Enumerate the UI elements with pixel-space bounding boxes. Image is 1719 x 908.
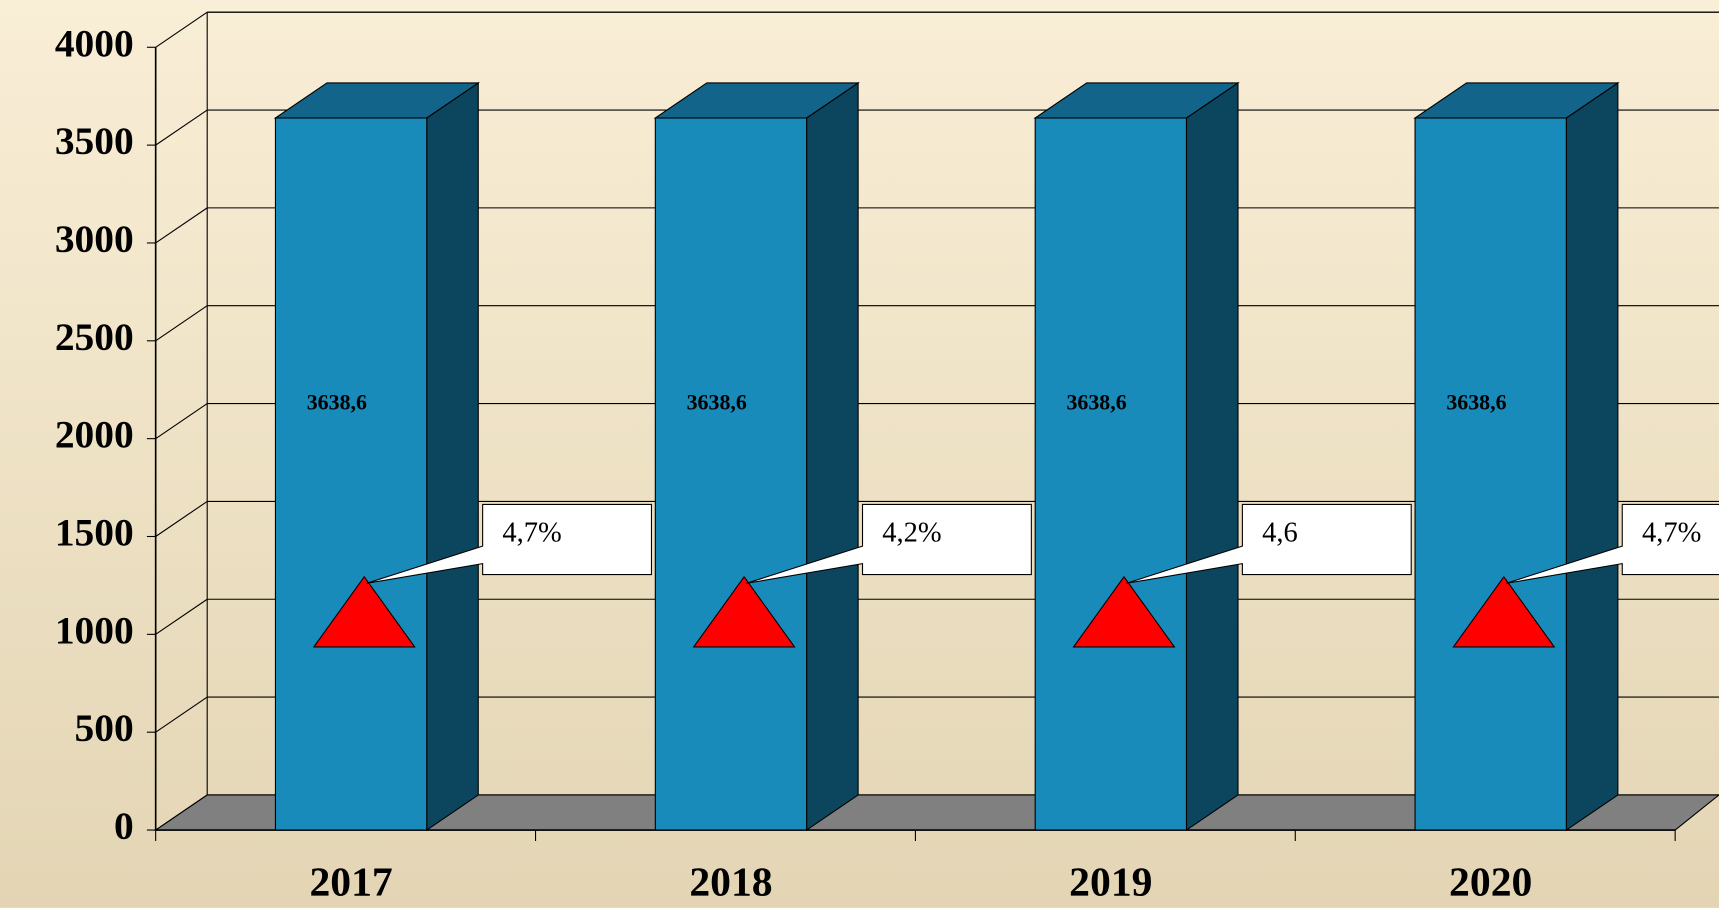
bar (654, 117, 808, 831)
y-tick-label: 4000 (55, 21, 134, 65)
grid-line (155, 207, 208, 244)
callout (366, 503, 653, 584)
grid-line (155, 500, 208, 537)
grid-line (155, 305, 208, 342)
bar-side (426, 81, 479, 832)
annotation: 4,6 (1262, 518, 1298, 549)
grid-line (155, 696, 208, 733)
x-tick-label: 2020 (1449, 860, 1532, 906)
y-tick-label: 1000 (55, 608, 134, 652)
y-tick-label: 3500 (55, 119, 134, 163)
value-label: 3638,6 (1446, 390, 1506, 415)
grid-line (155, 598, 208, 635)
callout (746, 503, 1032, 584)
y-tick-label: 2500 (55, 315, 134, 359)
callout (1126, 503, 1412, 584)
value-label: 3638,6 (687, 390, 747, 415)
x-tick-label: 2018 (689, 860, 772, 906)
y-tick-label: 500 (75, 706, 134, 750)
bar-side (1565, 81, 1619, 832)
callout (1505, 503, 1719, 584)
annotation: 4,7% (502, 518, 561, 549)
bar-side (806, 81, 859, 832)
grid-line (155, 109, 208, 146)
grid-line (155, 11, 208, 48)
value-label: 3638,6 (307, 390, 367, 415)
x-tick-label: 2017 (309, 860, 392, 906)
bar (274, 117, 428, 831)
y-tick-label: 3000 (55, 217, 134, 261)
triangle-marker (692, 575, 796, 648)
bar (1414, 117, 1567, 831)
y-tick-label: 1500 (55, 511, 134, 555)
x-tick-label: 2019 (1069, 860, 1152, 906)
grid-line (155, 794, 208, 831)
grid-line (155, 403, 208, 440)
bar-side (1185, 81, 1239, 832)
triangle-marker (1452, 575, 1556, 648)
triangle-marker (312, 575, 416, 648)
y-tick-label: 2000 (55, 413, 134, 457)
y-tick-label: 0 (114, 804, 134, 848)
annotation: 4,2% (882, 518, 941, 549)
bar (1034, 117, 1188, 831)
value-label: 3638,6 (1066, 390, 1126, 415)
annotation: 4,7% (1642, 518, 1701, 549)
triangle-marker (1072, 575, 1176, 648)
